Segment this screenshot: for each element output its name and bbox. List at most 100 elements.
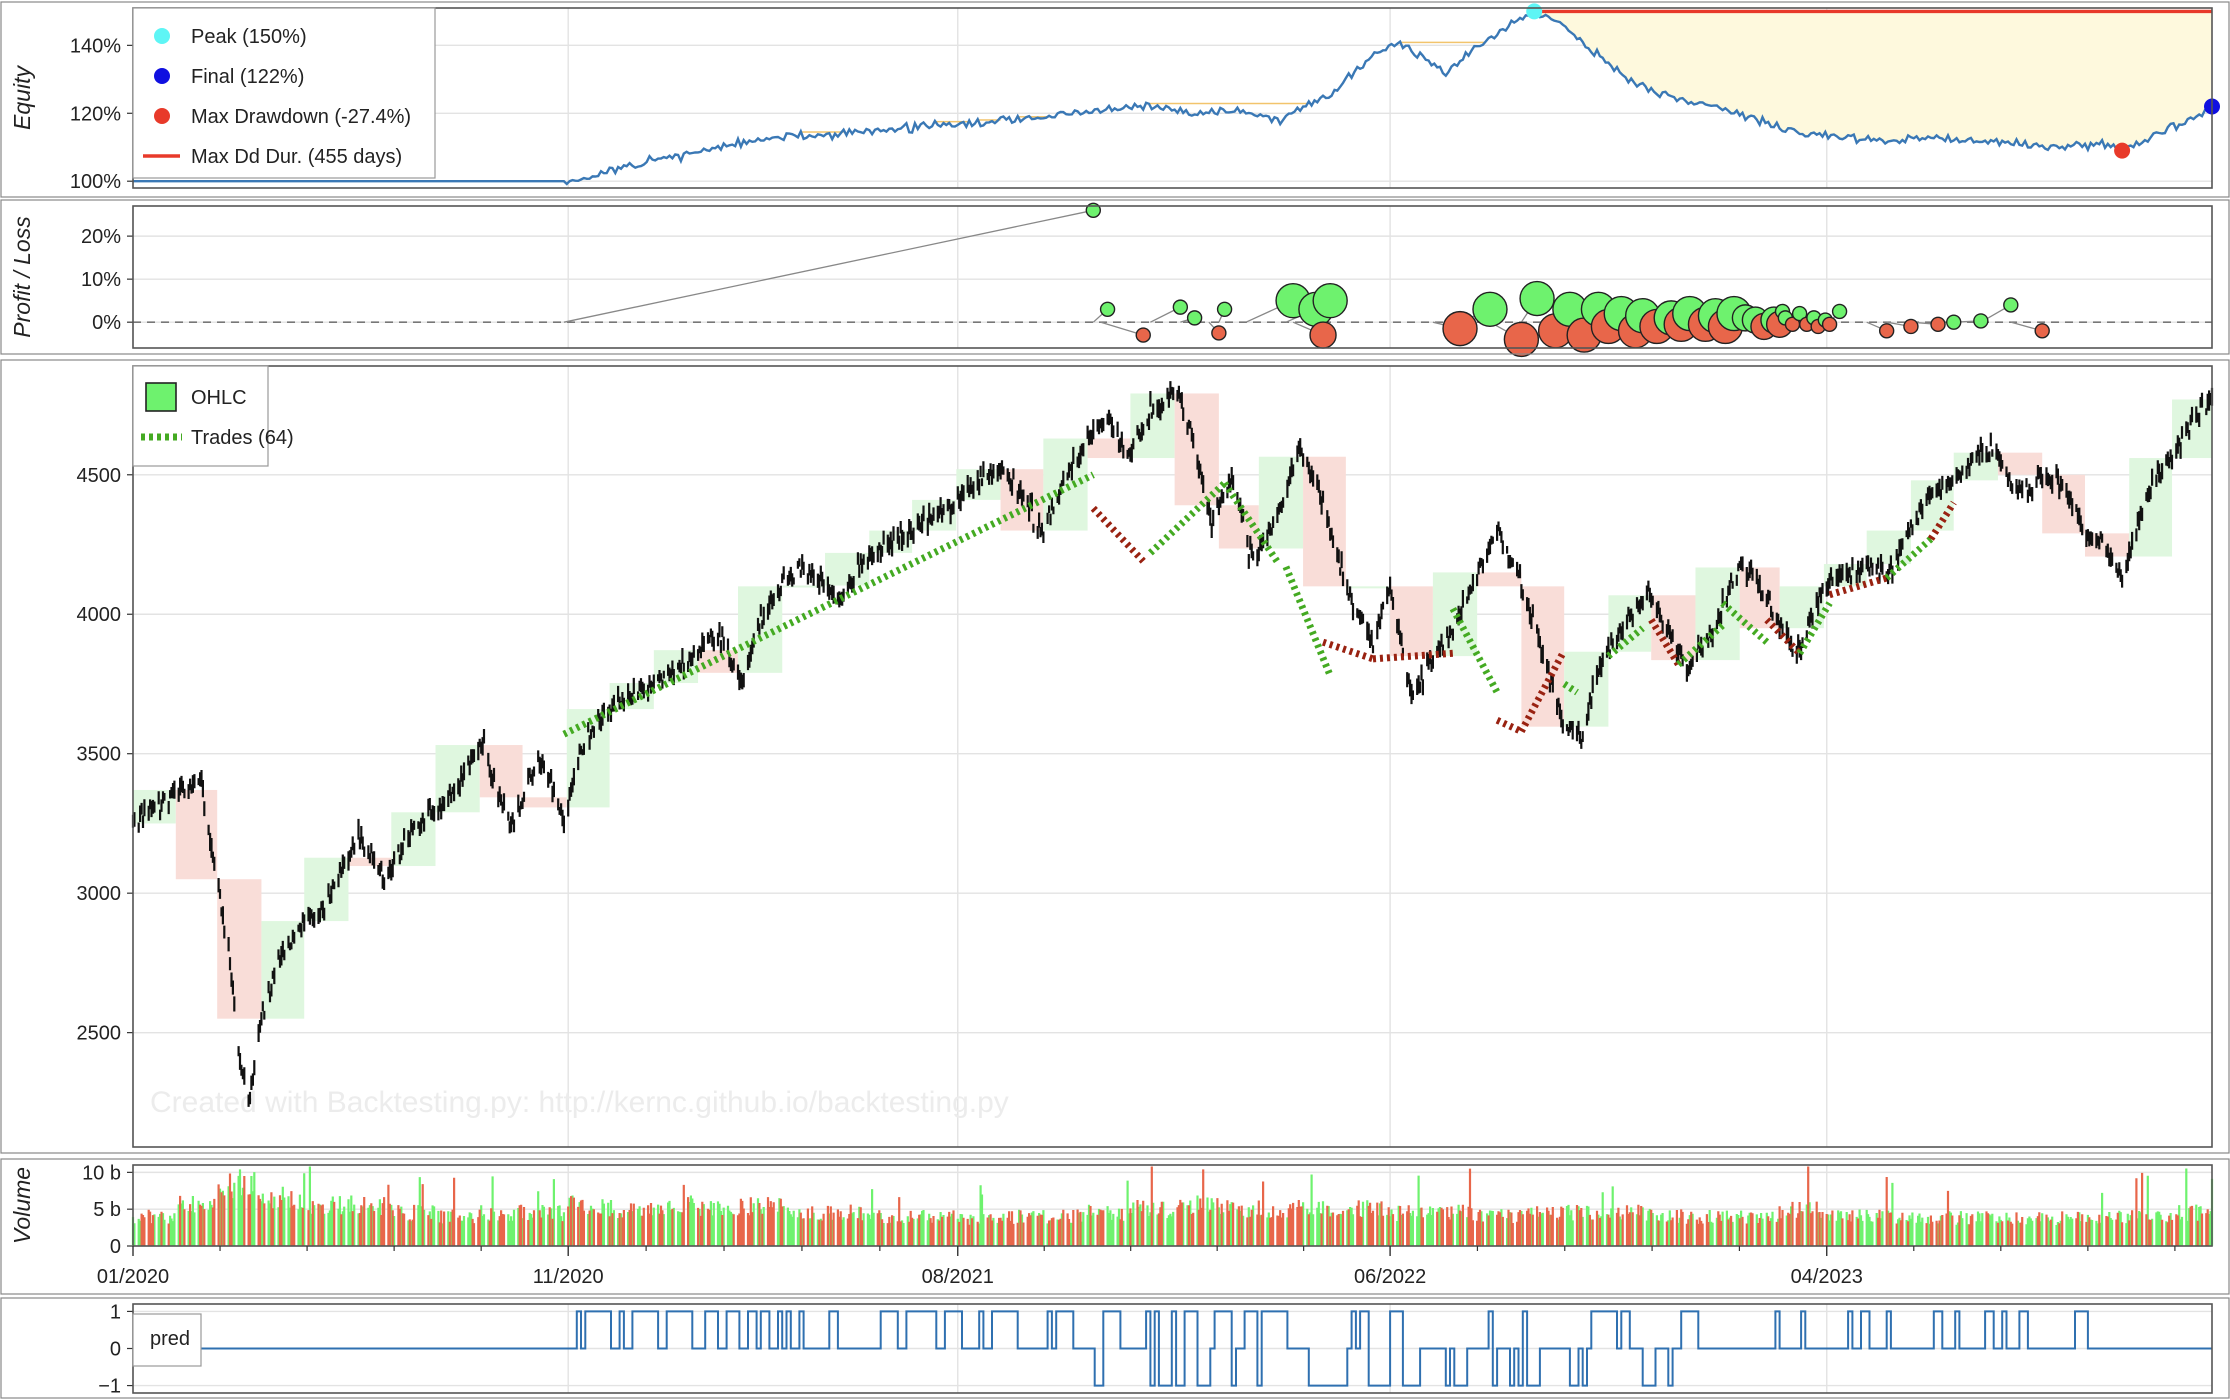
ohlc-month-box: [1345, 586, 1391, 589]
equity-ytick-label: 100%: [70, 171, 121, 193]
ohlc-month-box: [391, 812, 436, 867]
watermark: Created with Backtesting.py: http://kern…: [150, 1086, 1009, 1119]
volume-ylabel: Volume: [9, 1167, 35, 1244]
pl-trade-marker: [1930, 316, 1946, 333]
ohlc-trade-segment: [1764, 617, 1803, 656]
ohlc-legend-label: OHLC: [191, 387, 247, 409]
ohlc-month-box: [479, 745, 523, 798]
ohlc-ytick-label: 3500: [77, 744, 122, 766]
pl-trade-marker: [1085, 202, 1102, 219]
pl-trade-marker: [1099, 301, 1116, 317]
pl-trade-marker: [1973, 313, 1989, 329]
volume-ytick-label: 0: [110, 1236, 121, 1258]
ohlc-month-box: [2129, 458, 2173, 557]
pl-ylabel: Profit / Loss: [9, 216, 35, 338]
ohlc-panel: 2500 3000 3500 4000 4500 Created with Backtes…: [77, 365, 2214, 1148]
volume-ytick-label: 5 b: [93, 1199, 121, 1221]
ohlc-frame: [132, 365, 2213, 1148]
equity-legend-marker: [154, 108, 170, 124]
x-tick-label: 04/2023: [1791, 1266, 1863, 1288]
equity-drawdown-plateau: [1400, 41, 1486, 44]
ohlc-month-box: [782, 585, 826, 588]
pred-legend: pred: [132, 1313, 202, 1367]
equity-drawdown-plateau: [977, 119, 1001, 121]
volume-panel: 0 5 b 10 b Volume 01/2020 11/2020 08/2021 06/20…: [9, 1162, 2214, 1288]
ohlc-trade-segment: [1495, 717, 1523, 735]
pl-trade-marker: [1312, 282, 1348, 319]
pred-ytick-label: −1: [98, 1376, 121, 1398]
ohlc-trade-segment: [1090, 505, 1146, 564]
volume-ytick-label: 10 b: [82, 1162, 121, 1184]
ohlc-trade-segment: [1927, 500, 1957, 541]
ohlc-month-box: [1608, 595, 1652, 652]
pred-panel: −1 0 1 pred: [98, 1301, 2213, 1398]
equity-legend: Peak (150%) Final (122%) Max Drawdown (-27…: [132, 7, 436, 179]
pl-trade-marker: [1211, 325, 1227, 341]
trades-legend-label: Trades (64): [191, 427, 294, 449]
ohlc-trade-segment: [1449, 607, 1501, 694]
ohlc-trade-segment: [1828, 574, 1888, 599]
ohlc-month-box: [1866, 530, 1911, 565]
equity-panel: 100% 120% 140% Equity Peak (150%) Final (122%…: [9, 3, 2220, 193]
pl-trade-marker: [1946, 314, 1962, 330]
equity-legend-label: Max Drawdown (-27.4%): [191, 106, 411, 128]
ohlc-trade-segment: [1648, 618, 1682, 667]
x-tick-label: 08/2021: [922, 1266, 994, 1288]
pl-trade-marker: [1519, 280, 1555, 317]
equity-drawdown-plateau: [800, 131, 844, 133]
ohlc-month-box: [522, 797, 567, 808]
peak-marker: [1526, 3, 1543, 20]
x-tick-label: 11/2020: [533, 1266, 604, 1288]
panel-outline: [0, 1297, 2230, 1399]
ohlc-trade-segment: [1147, 480, 1227, 556]
ohlc-month-box: [1174, 393, 1219, 506]
pl-trade-marker: [1821, 316, 1838, 333]
equity-max-drawdown-band: [1534, 11, 2212, 152]
ohlc-trade-segment: [1720, 600, 1770, 645]
ohlc-ytick-label: 2500: [77, 1023, 122, 1045]
pl-ytick-label: 10%: [81, 269, 121, 291]
volume-bars-down: [140, 1166, 2209, 1246]
equity-legend-marker: [154, 68, 170, 84]
pred-line: [133, 1310, 2212, 1387]
pred-ytick-label: 1: [110, 1301, 121, 1323]
x-tick-label: 01/2020: [97, 1266, 169, 1288]
panel-outline: [0, 359, 2230, 1154]
equity-drawdown-plateau: [1146, 102, 1309, 105]
pl-background: [133, 206, 2212, 348]
pred-ytick-label: 0: [110, 1339, 121, 1361]
panel-outline: [0, 1, 2230, 198]
ohlc-trade-segment: [1518, 651, 1566, 734]
pl-trade-marker: [1791, 305, 1808, 322]
equity-legend-label: Peak (150%): [191, 26, 307, 48]
ohlc-month-box: [1997, 452, 2043, 475]
ohlc-trade-segment: [1221, 481, 1282, 566]
pl-trade-marker: [2003, 297, 2019, 313]
ohlc-legend-marker: [145, 382, 177, 412]
pl-trade-marker: [1831, 303, 1848, 320]
pred-legend-label: pred: [150, 1328, 190, 1350]
pl-trade-marker: [1186, 310, 1203, 326]
pl-trade-marker: [1216, 301, 1233, 317]
ohlc-ytick-label: 4500: [77, 465, 122, 487]
ohlc-trade-segment: [1676, 622, 1725, 668]
equity-ylabel: Equity: [9, 65, 35, 130]
panel-outline: [0, 1158, 2230, 1295]
profit-loss-panel: 0% 10% 20% Profit / Loss: [9, 202, 2213, 358]
pred-legend-box: [132, 1313, 202, 1367]
panel-outline: [0, 199, 2230, 355]
pl-trade-marker: [1309, 321, 1337, 349]
x-tick-label: 06/2022: [1354, 1266, 1426, 1288]
ohlc-month-box: [1218, 505, 1259, 549]
equity-ytick-label: 120%: [70, 103, 121, 125]
ohlc-legend: OHLC Trades (64): [132, 365, 294, 467]
equity-drawdown-plateau: [1017, 116, 1050, 118]
pl-frame: [132, 205, 2213, 349]
pl-trade-marker: [1903, 318, 1919, 335]
ohlc-ytick-label: 4000: [77, 604, 122, 626]
ohlc-trade-segment: [1282, 565, 1334, 677]
ohlc-trade-segment: [1796, 601, 1833, 656]
pl-trade-marker: [1172, 299, 1189, 315]
ohlc-trade-segment: [1562, 681, 1579, 696]
